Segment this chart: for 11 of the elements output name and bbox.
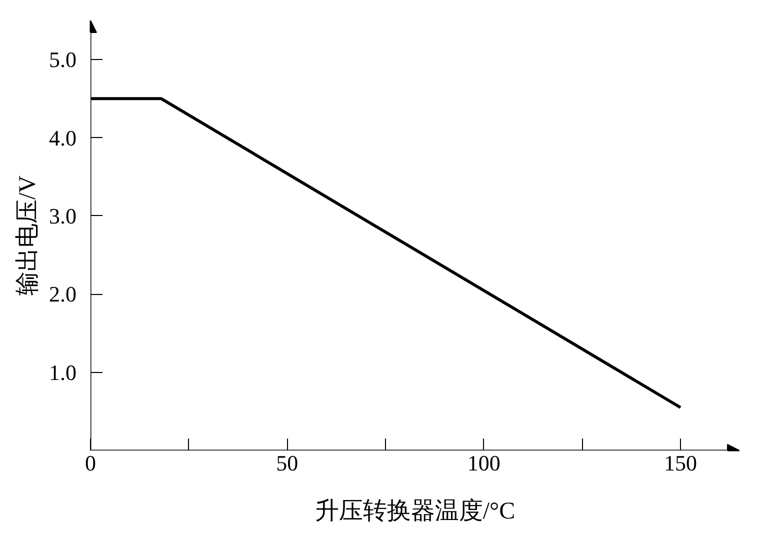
y-tick-label: 1.0 — [49, 360, 76, 385]
y-tick-label: 4.0 — [49, 125, 76, 150]
x-axis-title: 升压转换器温度/°C — [314, 498, 516, 524]
x-tick-label: 0 — [85, 450, 96, 476]
x-tick-label: 100 — [467, 450, 500, 476]
y-axis-title: 输出电压/V — [15, 174, 41, 296]
y-tick-label: 3.0 — [49, 203, 76, 228]
y-tick-label: 5.0 — [49, 47, 76, 72]
y-tick-label: 2.0 — [49, 282, 76, 307]
x-tick-label: 50 — [276, 450, 298, 476]
x-tick-label: 150 — [664, 450, 697, 476]
